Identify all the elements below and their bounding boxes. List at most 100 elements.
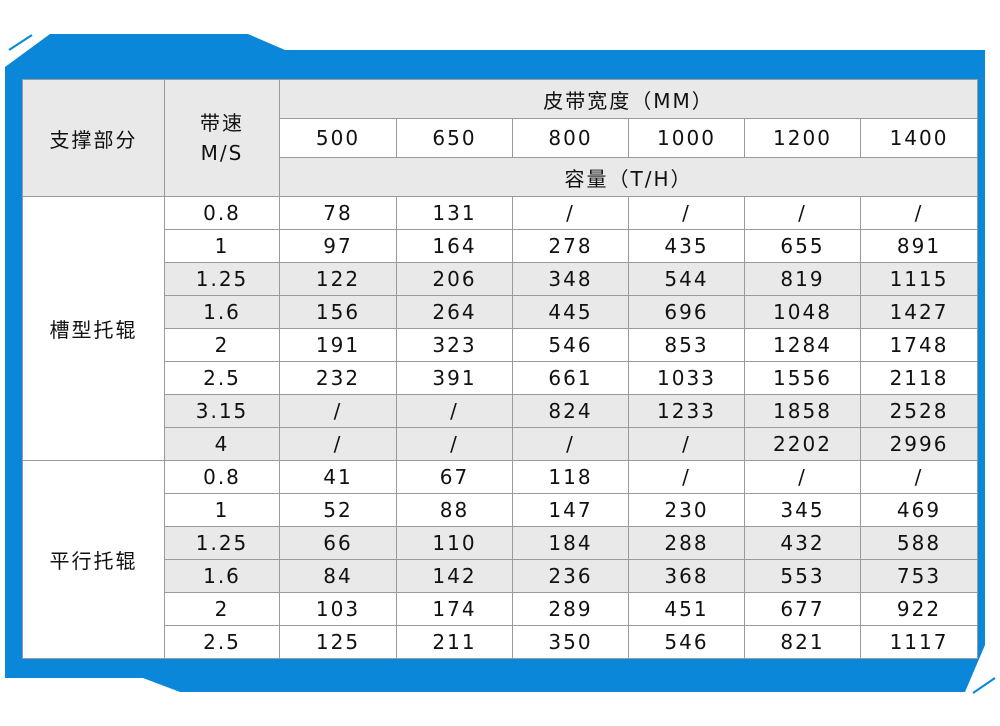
capacity-cell: 2528 bbox=[859, 394, 979, 428]
table-row: 槽型托辊 0.8 78 131// / / bbox=[22, 196, 979, 461]
capacity-cell: 211 bbox=[396, 625, 513, 659]
header-support: 支撑部分 bbox=[22, 79, 165, 197]
capacity-cell: 232 bbox=[279, 361, 397, 395]
table-row: 平行托辊 0.8 41 67 118// / bbox=[22, 460, 979, 659]
capacity-cell: 1284 bbox=[744, 328, 861, 362]
capacity-cell: 368 bbox=[628, 559, 745, 593]
capacity-cell: 156 bbox=[279, 295, 397, 329]
capacity-cell: 677 bbox=[744, 592, 861, 626]
capacity-cell: 451 bbox=[628, 592, 745, 626]
capacity-cell: 125 bbox=[279, 625, 397, 659]
capacity-cell: 661 bbox=[512, 361, 629, 395]
capacity-cell: / bbox=[859, 196, 979, 230]
capacity-cell: 432 bbox=[744, 526, 861, 560]
capacity-cell: / bbox=[396, 394, 513, 428]
table-row: 2.5 232 391 661 1033 1556 2118 bbox=[23, 361, 979, 395]
table-row: 1.6 156 264 445 696 1048 1427 bbox=[23, 295, 979, 329]
capacity-cell: 2118 bbox=[859, 361, 979, 395]
speed-cell: 1 bbox=[164, 493, 280, 527]
table-row: 2 103 174 289 451 677 922 bbox=[23, 592, 979, 626]
capacity-cell: 191 bbox=[279, 328, 397, 362]
capacity-cell: 1033 bbox=[628, 361, 745, 395]
capacity-cell: 52 bbox=[279, 493, 397, 527]
capacity-cell: / bbox=[279, 427, 397, 461]
capacity-cell: 230 bbox=[628, 493, 745, 527]
capacity-cell: 103 bbox=[279, 592, 397, 626]
capacity-cell: 184 bbox=[512, 526, 629, 560]
capacity-cell: 110 bbox=[396, 526, 513, 560]
capacity-cell: 821 bbox=[744, 625, 861, 659]
speed-cell: 0.8 bbox=[164, 196, 280, 230]
capacity-cell: 84 bbox=[279, 559, 397, 593]
header-width-650: 650 bbox=[396, 118, 513, 158]
capacity-cell: 66 bbox=[279, 526, 397, 560]
capacity-cell: 824 bbox=[512, 394, 629, 428]
capacity-cell: 41 bbox=[279, 460, 397, 494]
capacity-cell: 655 bbox=[744, 229, 861, 263]
speed-cell: 2 bbox=[164, 328, 280, 362]
capacity-cell: 922 bbox=[859, 592, 979, 626]
capacity-cell: 546 bbox=[512, 328, 629, 362]
header-width-800: 800 bbox=[512, 118, 629, 158]
table-row: 4// //2202 2996 bbox=[23, 427, 979, 461]
capacity-cell: / bbox=[512, 427, 629, 461]
capacity-cell: 147 bbox=[512, 493, 629, 527]
capacity-cell: 350 bbox=[512, 625, 629, 659]
speed-cell: 1 bbox=[164, 229, 280, 263]
capacity-cell: 1048 bbox=[744, 295, 861, 329]
capacity-cell: 1427 bbox=[859, 295, 979, 329]
capacity-cell: 88 bbox=[396, 493, 513, 527]
capacity-cell: / bbox=[628, 196, 745, 230]
speed-cell: 1.6 bbox=[164, 295, 280, 329]
capacity-cell: 544 bbox=[628, 262, 745, 296]
capacity-cell: 67 bbox=[396, 460, 513, 494]
capacity-cell: 289 bbox=[512, 592, 629, 626]
speed-cell: 4 bbox=[164, 427, 280, 461]
capacity-cell: 435 bbox=[628, 229, 745, 263]
header-width-1400: 1400 bbox=[859, 118, 979, 158]
capacity-cell: 2996 bbox=[859, 427, 979, 461]
header-width-title: 皮带宽度（MM） bbox=[278, 79, 979, 119]
capacity-cell: 97 bbox=[279, 229, 397, 263]
table-row: 1.25 122 206 348 544 819 1115 bbox=[23, 262, 979, 296]
capacity-cell: 1233 bbox=[628, 394, 745, 428]
table-row: 1 52 88 147 230 345 469 bbox=[23, 493, 979, 527]
capacity-cell: 2202 bbox=[744, 427, 861, 461]
capacity-cell: 323 bbox=[396, 328, 513, 362]
capacity-cell: 819 bbox=[744, 262, 861, 296]
capacity-cell: 78 bbox=[279, 196, 397, 230]
table-row: 2.5 125 211 350 546 821 1117 bbox=[23, 625, 979, 659]
capacity-cell: 288 bbox=[628, 526, 745, 560]
capacity-cell: / bbox=[859, 460, 979, 494]
capacity-cell: 588 bbox=[859, 526, 979, 560]
capacity-cell: 142 bbox=[396, 559, 513, 593]
capacity-cell: 469 bbox=[859, 493, 979, 527]
capacity-cell: 1115 bbox=[859, 262, 979, 296]
capacity-cell: 164 bbox=[396, 229, 513, 263]
speed-cell: 1.25 bbox=[164, 262, 280, 296]
capacity-cell: 174 bbox=[396, 592, 513, 626]
capacity-cell: 1556 bbox=[744, 361, 861, 395]
capacity-cell: / bbox=[744, 460, 861, 494]
header-width-1000: 1000 bbox=[628, 118, 745, 158]
speed-cell: 2.5 bbox=[164, 361, 280, 395]
table-row: 1.6 84 142 236 368 553 753 bbox=[23, 559, 979, 593]
capacity-cell: 553 bbox=[744, 559, 861, 593]
header-width-500: 500 bbox=[279, 118, 397, 158]
group-label: 平行托辊 bbox=[22, 460, 165, 659]
capacity-cell: 445 bbox=[512, 295, 629, 329]
capacity-cell: 891 bbox=[859, 229, 979, 263]
capacity-cell: / bbox=[396, 427, 513, 461]
capacity-cell: / bbox=[744, 196, 861, 230]
capacity-cell: 546 bbox=[628, 625, 745, 659]
capacity-table: 支撑部分 带速 M/S 皮带宽度（MM） 500 650 800 1000 1200 14… bbox=[22, 79, 979, 659]
capacity-cell: 1117 bbox=[859, 625, 979, 659]
speed-cell: 0.8 bbox=[164, 460, 280, 494]
speed-cell: 2.5 bbox=[164, 625, 280, 659]
capacity-cell: / bbox=[512, 196, 629, 230]
capacity-cell: 391 bbox=[396, 361, 513, 395]
capacity-cell: 236 bbox=[512, 559, 629, 593]
table-row: 1 97 164 278 435 655 891 bbox=[23, 229, 979, 263]
table-row: 3.15//824 1233 1858 2528 bbox=[23, 394, 979, 428]
capacity-cell: 264 bbox=[396, 295, 513, 329]
